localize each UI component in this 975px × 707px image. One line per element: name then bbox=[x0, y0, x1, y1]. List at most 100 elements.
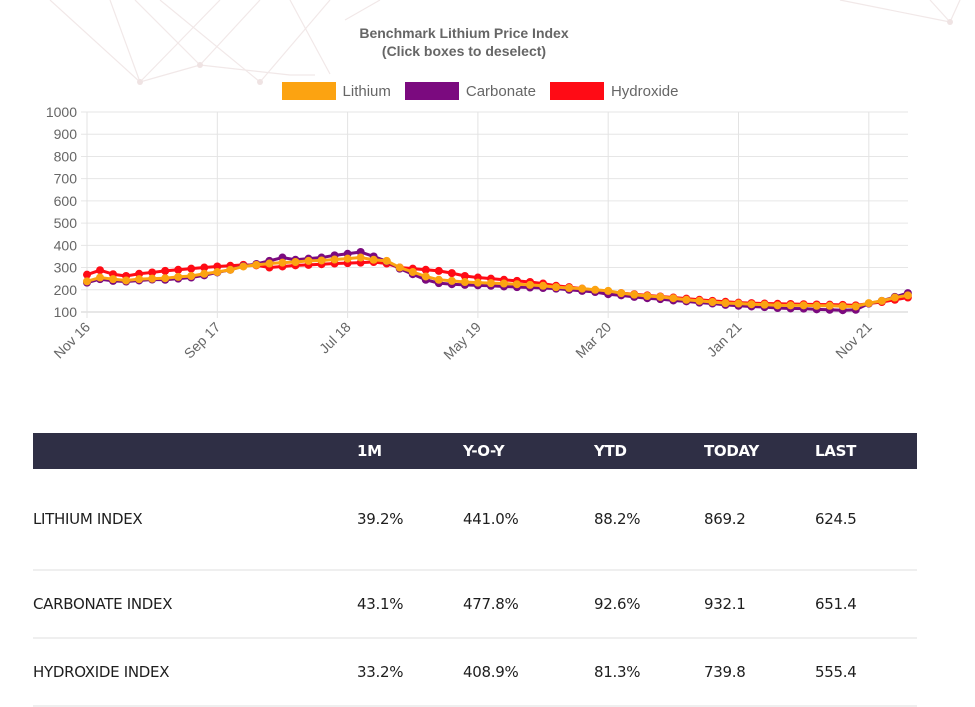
data-point-lithium[interactable] bbox=[591, 285, 600, 294]
data-point-lithium[interactable] bbox=[760, 300, 769, 309]
data-point-lithium[interactable] bbox=[226, 265, 235, 274]
data-point-lithium[interactable] bbox=[669, 294, 678, 303]
data-point-hydroxide[interactable] bbox=[83, 270, 91, 279]
data-point-lithium[interactable] bbox=[356, 253, 365, 262]
data-point-hydroxide[interactable] bbox=[213, 262, 222, 271]
data-point-lithium[interactable] bbox=[395, 263, 404, 272]
data-point-lithium[interactable] bbox=[656, 292, 665, 301]
data-point-lithium[interactable] bbox=[161, 274, 170, 283]
data-point-lithium[interactable] bbox=[447, 276, 456, 285]
data-point-lithium[interactable] bbox=[434, 275, 443, 284]
data-point-lithium[interactable] bbox=[330, 255, 339, 264]
data-point-lithium[interactable] bbox=[565, 284, 574, 292]
chart-series bbox=[83, 248, 912, 315]
data-point-lithium[interactable] bbox=[578, 284, 587, 293]
data-point-lithium[interactable] bbox=[617, 289, 626, 298]
row-ytd: 88.2% bbox=[594, 469, 704, 571]
data-point-hydroxide[interactable] bbox=[174, 265, 183, 274]
data-point-lithium[interactable] bbox=[903, 291, 912, 300]
data-point-lithium[interactable] bbox=[265, 259, 274, 268]
row-today: 932.1 bbox=[704, 570, 815, 639]
data-point-lithium[interactable] bbox=[799, 301, 808, 310]
data-point-lithium[interactable] bbox=[630, 290, 639, 299]
data-point-lithium[interactable] bbox=[526, 280, 535, 289]
data-point-lithium[interactable] bbox=[838, 302, 847, 311]
data-point-lithium[interactable] bbox=[864, 299, 873, 308]
series-line-carbonate bbox=[86, 250, 909, 312]
data-point-lithium[interactable] bbox=[486, 279, 495, 288]
data-point-lithium[interactable] bbox=[278, 258, 287, 267]
legend-item-carbonate[interactable]: Carbonate bbox=[404, 82, 536, 100]
y-tick-label: 100 bbox=[54, 304, 78, 320]
legend-label-lithium: Lithium bbox=[342, 82, 391, 100]
legend-item-hydroxide[interactable]: Hydroxide bbox=[549, 82, 678, 100]
data-point-hydroxide[interactable] bbox=[187, 264, 196, 273]
data-point-lithium[interactable] bbox=[812, 301, 821, 310]
data-point-lithium[interactable] bbox=[174, 272, 183, 281]
data-point-lithium[interactable] bbox=[552, 283, 561, 292]
data-point-lithium[interactable] bbox=[187, 272, 196, 280]
data-point-lithium[interactable] bbox=[304, 256, 313, 265]
data-point-lithium[interactable] bbox=[604, 286, 613, 295]
x-tick-label: Nov 21 bbox=[832, 319, 875, 362]
data-point-lithium[interactable] bbox=[148, 274, 157, 283]
data-point-lithium[interactable] bbox=[643, 292, 652, 300]
data-point-lithium[interactable] bbox=[252, 260, 261, 269]
table-row: LITHIUM INDEX 39.2% 441.0% 88.2% 869.2 6… bbox=[33, 469, 917, 571]
data-point-lithium[interactable] bbox=[851, 302, 860, 311]
data-point-lithium[interactable] bbox=[317, 256, 326, 265]
data-point-hydroxide[interactable] bbox=[161, 266, 170, 275]
data-point-hydroxide[interactable] bbox=[460, 272, 469, 280]
data-point-lithium[interactable] bbox=[890, 293, 899, 302]
data-point-hydroxide[interactable] bbox=[421, 265, 430, 274]
data-point-lithium[interactable] bbox=[747, 300, 756, 309]
chart-legend: Lithium Carbonate Hydroxide bbox=[0, 82, 960, 100]
data-point-lithium[interactable] bbox=[122, 276, 131, 285]
data-point-lithium[interactable] bbox=[721, 299, 730, 308]
data-point-hydroxide[interactable] bbox=[96, 266, 105, 275]
index-table: 1M Y-O-Y YTD TODAY LAST LITHIUM INDEX 39… bbox=[33, 433, 917, 707]
data-point-hydroxide[interactable] bbox=[447, 269, 456, 278]
x-tick-label: Nov 16 bbox=[50, 319, 93, 362]
x-tick-label: Mar 20 bbox=[572, 319, 614, 361]
data-point-lithium[interactable] bbox=[421, 272, 430, 281]
data-point-hydroxide[interactable] bbox=[434, 266, 443, 275]
x-tick-label: Jan 21 bbox=[704, 319, 745, 360]
data-point-lithium[interactable] bbox=[83, 277, 91, 286]
data-point-lithium[interactable] bbox=[682, 295, 691, 304]
data-point-carbonate[interactable] bbox=[356, 248, 365, 256]
data-point-lithium[interactable] bbox=[460, 278, 469, 286]
data-point-hydroxide[interactable] bbox=[148, 268, 157, 277]
data-point-lithium[interactable] bbox=[382, 256, 391, 265]
data-point-lithium[interactable] bbox=[408, 268, 417, 276]
table-row: HYDROXIDE INDEX 33.2% 408.9% 81.3% 739.8… bbox=[33, 638, 917, 707]
data-point-lithium[interactable] bbox=[773, 301, 782, 310]
data-point-lithium[interactable] bbox=[786, 301, 795, 310]
row-yoy: 441.0% bbox=[463, 469, 594, 571]
data-point-lithium[interactable] bbox=[239, 262, 248, 271]
data-point-lithium[interactable] bbox=[877, 296, 886, 305]
data-point-lithium[interactable] bbox=[135, 275, 144, 284]
data-point-lithium[interactable] bbox=[96, 273, 105, 282]
data-point-lithium[interactable] bbox=[200, 269, 209, 278]
data-point-lithium[interactable] bbox=[473, 278, 482, 287]
data-point-lithium[interactable] bbox=[695, 296, 704, 305]
x-tick-label: Sep 17 bbox=[181, 319, 224, 362]
row-name: CARBONATE INDEX bbox=[33, 570, 357, 639]
y-tick-label: 200 bbox=[54, 282, 78, 298]
data-point-lithium[interactable] bbox=[512, 280, 521, 289]
data-point-lithium[interactable] bbox=[708, 298, 717, 306]
chart-subtitle: (Click boxes to deselect) bbox=[381, 43, 547, 59]
data-point-lithium[interactable] bbox=[109, 275, 118, 284]
chart-title: Benchmark Lithium Price Index bbox=[359, 25, 569, 41]
legend-item-lithium[interactable]: Lithium bbox=[281, 82, 391, 100]
data-point-lithium[interactable] bbox=[499, 279, 508, 288]
data-point-lithium[interactable] bbox=[825, 301, 834, 310]
data-point-lithium[interactable] bbox=[291, 258, 300, 266]
data-point-lithium[interactable] bbox=[213, 268, 222, 276]
data-point-lithium[interactable] bbox=[343, 254, 352, 263]
data-point-lithium[interactable] bbox=[734, 299, 743, 308]
data-point-lithium[interactable] bbox=[369, 255, 378, 264]
data-point-lithium[interactable] bbox=[539, 281, 548, 290]
data-point-hydroxide[interactable] bbox=[200, 263, 209, 272]
